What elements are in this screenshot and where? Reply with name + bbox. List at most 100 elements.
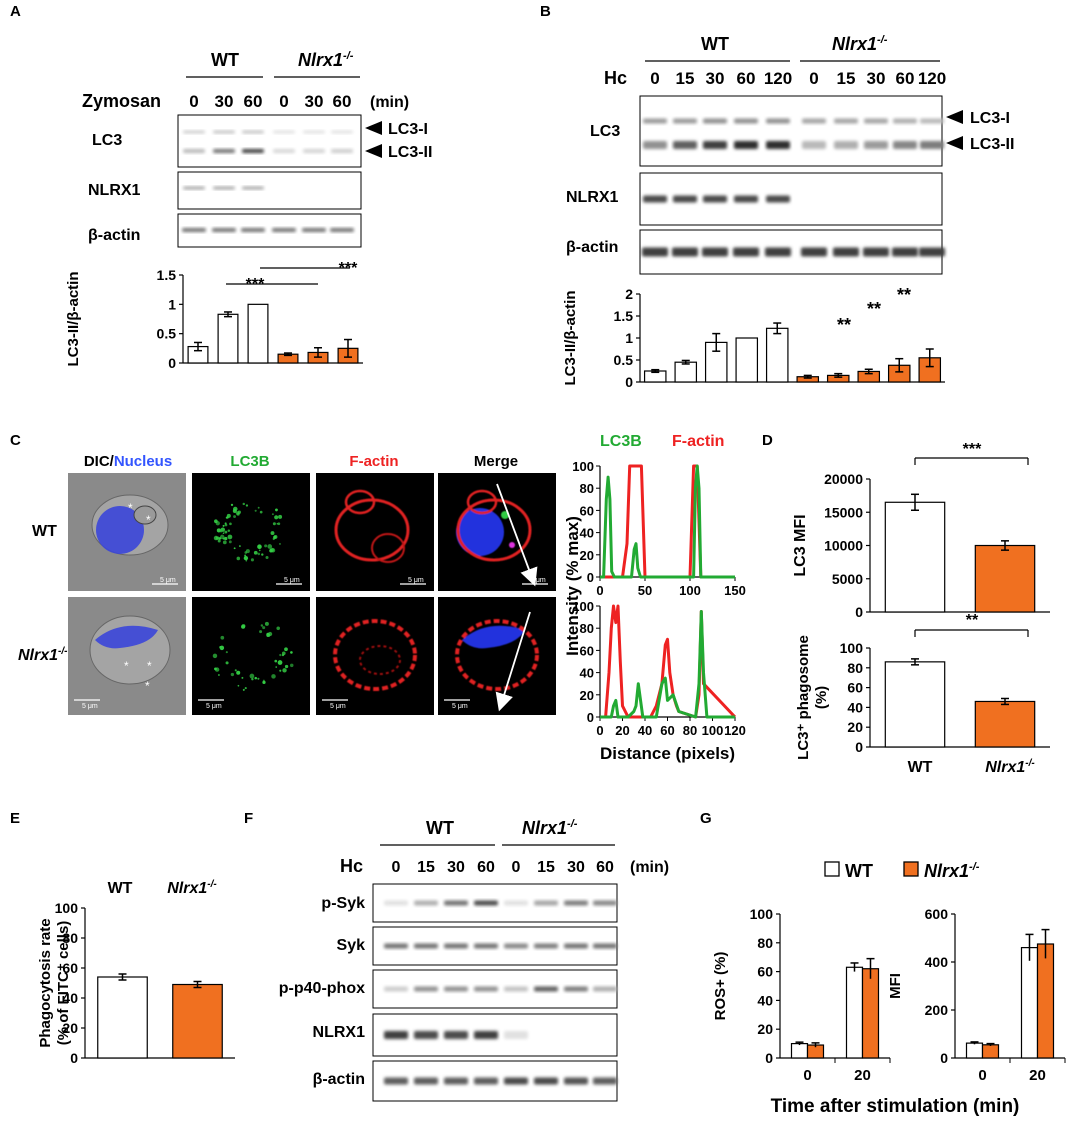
- c-col-title-lc3b: LC3B: [230, 453, 269, 470]
- y-tick-label: 100: [750, 906, 774, 922]
- fluorescence-spot: [235, 511, 240, 516]
- fluorescence-spot: [224, 530, 228, 534]
- c-ko-lc3b-panel: [192, 597, 310, 715]
- y-axis-label: Phagocytosis rate: [37, 918, 54, 1047]
- c-ko-merge-signal: [455, 619, 539, 691]
- b-wt-label: WT: [701, 34, 729, 54]
- blot-band: [734, 118, 758, 124]
- f-ko-label: Nlrx1-/-: [522, 818, 578, 838]
- blot-band: [864, 118, 888, 124]
- a-arrow-lc3i: [365, 121, 382, 135]
- c-wt-merge-signal: [456, 489, 532, 562]
- blot-band: [703, 118, 727, 124]
- blot-band: [593, 943, 617, 949]
- fluorescence-spot: [272, 522, 276, 526]
- c-scale-bars: 5 μm 5 μm 5 μm 5 μm 5 μm 5 μm 5 μm 5 μm: [74, 577, 548, 710]
- f-blot-label-psyk: p-Syk: [321, 895, 365, 912]
- x-tick-label: 80: [683, 723, 697, 738]
- a-wt-label: WT: [211, 50, 239, 70]
- c-ko-star-3: *: [145, 679, 150, 693]
- fluorescence-spot: [253, 550, 258, 555]
- blot-band: [474, 900, 498, 906]
- panel-c: DIC/Nucleus LC3B F-actin Merge WT Nlrx1-…: [18, 433, 746, 763]
- y-tick-label: 100: [55, 900, 79, 916]
- c-wt-star-2: *: [146, 513, 151, 527]
- bar: [974, 544, 1036, 613]
- blot-band: [593, 900, 617, 906]
- y-tick-label: 2: [625, 286, 633, 302]
- c-ko-nucleus: [95, 625, 158, 649]
- blot-band: [504, 986, 528, 992]
- fluorescence-spot: [275, 508, 278, 512]
- time-label: 60: [596, 859, 614, 876]
- fluorescence-spot: [254, 509, 257, 512]
- b-arrow-label-lc3ii: LC3-II: [970, 136, 1014, 153]
- blot-band: [893, 141, 917, 149]
- blot-band: [302, 228, 326, 232]
- time-label: 15: [537, 859, 555, 876]
- blot-band: [384, 1077, 408, 1085]
- fluorescence-spot: [227, 534, 233, 540]
- fluorescence-spot: [225, 516, 228, 519]
- blot-band: [564, 943, 588, 949]
- y-tick-label: 0: [940, 1050, 948, 1066]
- f-blot-label-syk: Syk: [337, 937, 366, 954]
- y-tick-label: 1.5: [157, 267, 177, 283]
- time-label: 30: [215, 92, 234, 111]
- y-axis-label: Intensity (% max): [563, 516, 582, 656]
- f-time-labels: 0 15 30 60 0 15 30 60: [392, 859, 614, 876]
- blot-band: [213, 130, 235, 134]
- x-tick-label: 50: [638, 583, 652, 598]
- blot-band: [384, 986, 408, 992]
- c-wt-phagosome: [133, 505, 157, 525]
- fluorescence-spot: [219, 645, 222, 649]
- b-blot-lc3: [639, 95, 943, 167]
- y-tick-label: 60: [757, 964, 773, 980]
- g-legend-swatch-wt: [824, 861, 840, 877]
- fluorescence-spot: [290, 663, 294, 668]
- blot-band: [303, 149, 325, 153]
- y-axis-label: ROS+ (%): [712, 952, 729, 1021]
- time-label: 30: [567, 859, 585, 876]
- panel-f: WT Nlrx1-/- Hc 0 15 30 60 0 15 30 60 (min) p-Sy…: [279, 818, 669, 1102]
- panel-letter-b: B: [540, 3, 551, 20]
- a-blot-label-nlrx1: NLRX1: [88, 182, 141, 199]
- y-tick-label: 1: [625, 330, 633, 346]
- c-row-label-ko: Nlrx1-/-: [18, 646, 68, 664]
- fluorescence-spot: [290, 651, 293, 654]
- blot-band: [474, 943, 498, 949]
- c-legend-lc3b: LC3B: [600, 433, 642, 450]
- blot-band: [213, 186, 235, 190]
- fluorescence-spot: [284, 647, 288, 652]
- fluorescence-spot: [214, 519, 218, 524]
- y-tick-label: 60: [62, 960, 78, 976]
- blot-band: [444, 986, 468, 992]
- fluorescence-spot: [232, 508, 237, 513]
- c-wt-factin-panel: [316, 473, 434, 591]
- series-line: [600, 464, 735, 579]
- blot-band: [330, 228, 354, 232]
- fluorescence-spot: [224, 523, 228, 527]
- blot-band: [212, 228, 236, 232]
- fluorescence-spot: [257, 544, 262, 550]
- c-ko-lc3b-signal: [212, 621, 294, 691]
- y-tick-label: 100: [840, 640, 864, 656]
- y-tick-label: 0: [855, 739, 863, 755]
- fluorescence-spot: [237, 684, 240, 687]
- y-tick-label: 0: [70, 1050, 78, 1066]
- fluorescence-spot: [216, 528, 221, 533]
- blot-band: [642, 247, 668, 257]
- blot-band: [414, 943, 438, 949]
- blot-band: [444, 1031, 468, 1039]
- fluorescence-spot: [270, 531, 275, 535]
- panel-a: WT Nlrx1-/- Zymosan 0 30 60 0 30 60 (min) LC3…: [65, 50, 432, 371]
- time-label: 120: [918, 69, 946, 88]
- blot-band: [703, 141, 727, 149]
- fluorescence-spot: [266, 632, 270, 636]
- y-tick-label: 100: [572, 459, 594, 474]
- blot-band: [802, 141, 826, 149]
- a-blot-nlrx1: [177, 171, 362, 210]
